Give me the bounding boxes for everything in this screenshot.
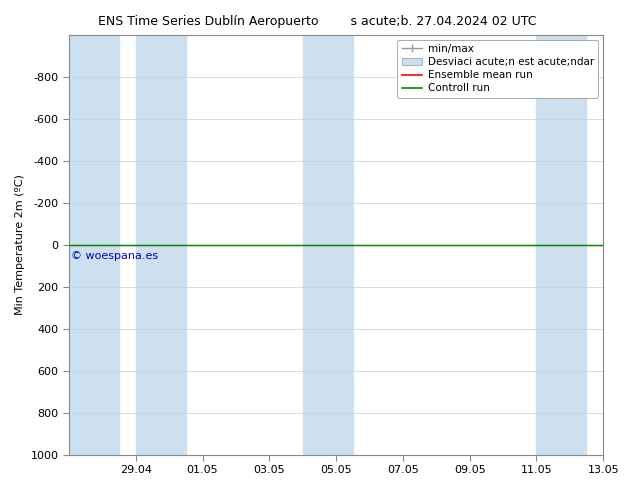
Bar bbox=[302, 35, 353, 455]
Y-axis label: Min Temperature 2m (ºC): Min Temperature 2m (ºC) bbox=[15, 174, 25, 315]
Text: © woespana.es: © woespana.es bbox=[70, 251, 158, 261]
Text: ENS Time Series Dublín Aeropuerto        s acute;b. 27.04.2024 02 UTC: ENS Time Series Dublín Aeropuerto s acut… bbox=[98, 15, 536, 28]
Bar bbox=[536, 35, 586, 455]
Bar bbox=[69, 35, 119, 455]
Bar bbox=[136, 35, 186, 455]
Legend: min/max, Desviaci acute;n est acute;ndar, Ensemble mean run, Controll run: min/max, Desviaci acute;n est acute;ndar… bbox=[398, 40, 598, 98]
